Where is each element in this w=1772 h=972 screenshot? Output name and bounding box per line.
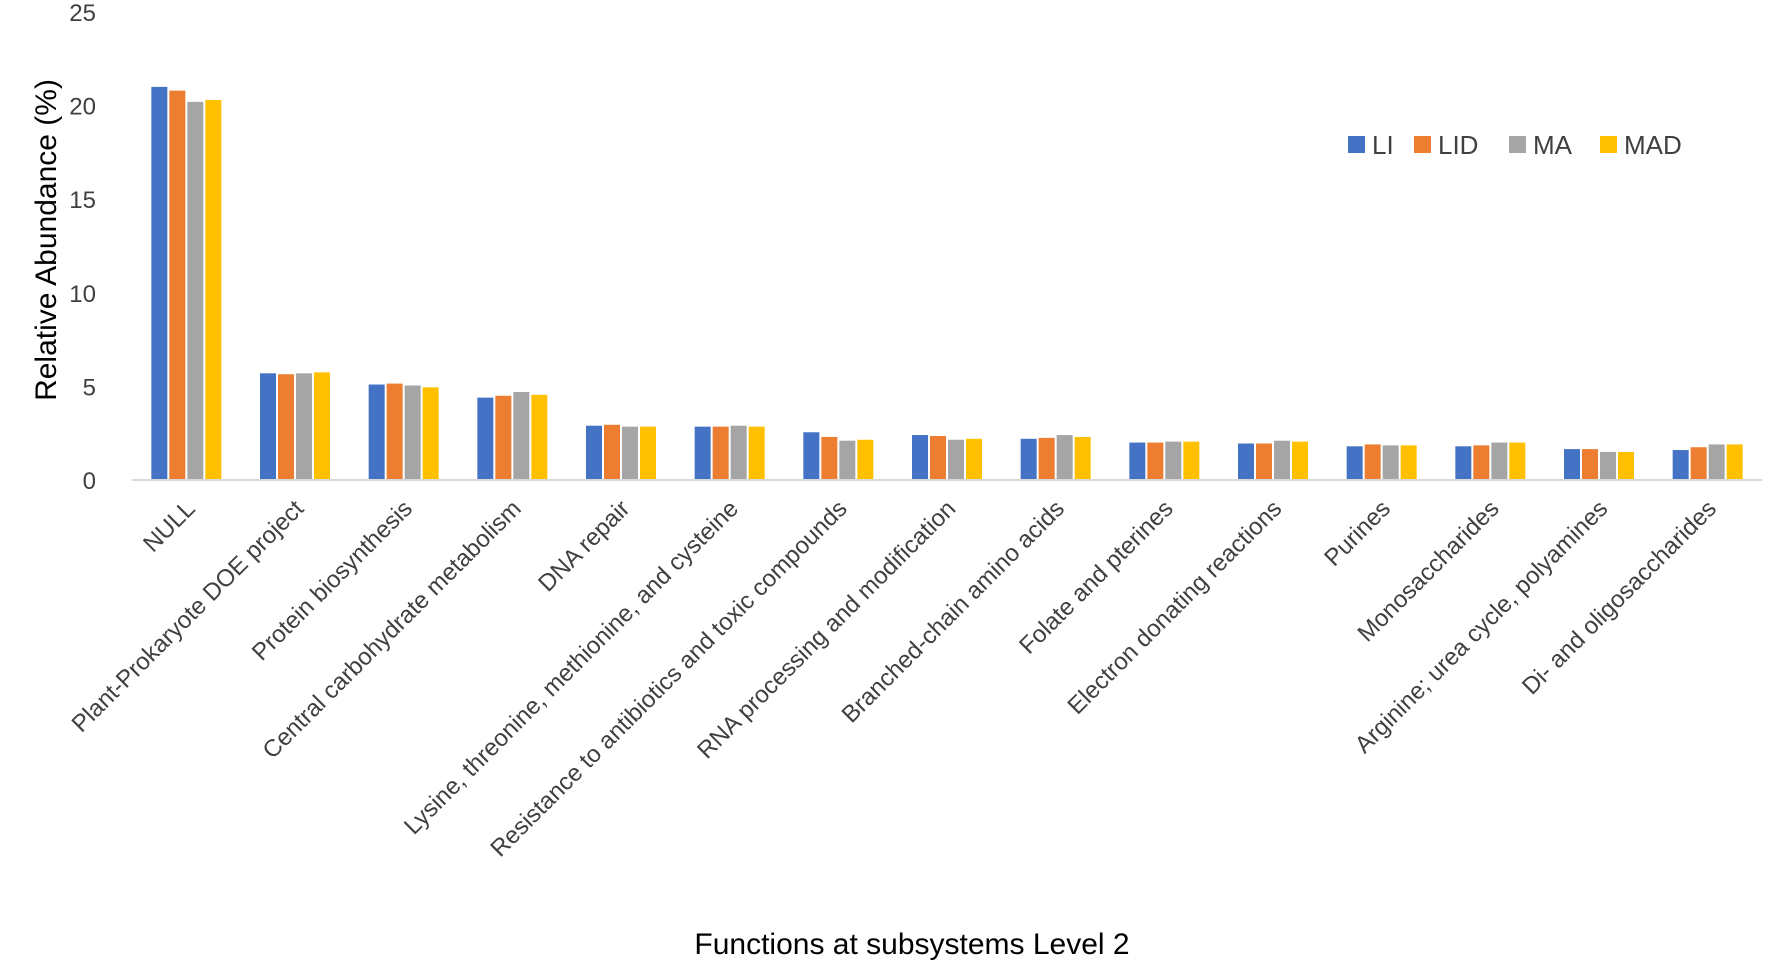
bar-ma-14 — [1708, 444, 1725, 480]
x-category-label: Plant-Prokaryote DOE project — [67, 495, 310, 738]
bar-ma-12 — [1491, 442, 1508, 480]
bar-lid-1 — [278, 374, 294, 480]
bar-mad-0 — [205, 99, 222, 480]
x-category-label: Di- and oligosaccharides — [1517, 495, 1722, 700]
bar-mad-11 — [1400, 445, 1417, 480]
bar-ma-10 — [1274, 440, 1290, 480]
bar-li-5 — [694, 426, 711, 480]
x-category-label: Electron donating reactions — [1062, 495, 1287, 720]
bar-lid-5 — [712, 426, 729, 480]
bar-mad-7 — [966, 438, 982, 480]
bar-lid-7 — [930, 436, 946, 480]
bar-li-14 — [1672, 450, 1689, 480]
y-tick-label: 25 — [69, 0, 96, 27]
legend-swatch-li — [1348, 136, 1365, 153]
bar-lid-0 — [169, 90, 186, 481]
bar-li-0 — [151, 86, 168, 480]
bar-lid-8 — [1038, 437, 1055, 480]
bar-lid-9 — [1147, 442, 1164, 480]
bar-lid-14 — [1690, 447, 1707, 480]
bar-li-12 — [1455, 446, 1472, 480]
legend-swatch-lid — [1414, 136, 1431, 153]
bar-li-7 — [912, 435, 928, 480]
bar-lid-11 — [1364, 444, 1381, 480]
bar-li-2 — [368, 384, 385, 480]
legend-swatch-ma — [1509, 136, 1526, 153]
bar-mad-1 — [314, 372, 330, 480]
bar-ma-2 — [404, 385, 421, 480]
bar-ma-1 — [296, 373, 312, 480]
bar-ma-11 — [1382, 445, 1399, 480]
bar-ma-9 — [1165, 441, 1182, 480]
y-tick-label: 15 — [69, 187, 96, 214]
bars — [151, 86, 1743, 481]
bar-li-11 — [1346, 446, 1363, 480]
bar-ma-3 — [513, 392, 530, 480]
y-tick-label: 10 — [69, 281, 96, 308]
x-category-label: Purines — [1319, 495, 1396, 572]
bar-mad-3 — [531, 394, 548, 480]
x-category-label: DNA repair — [533, 495, 635, 597]
legend: LI LID MA MAD — [1348, 130, 1682, 160]
bar-ma-4 — [622, 426, 638, 480]
bar-li-4 — [586, 425, 602, 480]
bar-ma-13 — [1600, 451, 1616, 480]
bar-mad-10 — [1292, 441, 1308, 480]
bar-li-3 — [477, 397, 494, 480]
bar-mad-8 — [1074, 436, 1091, 480]
legend-label-mad: MAD — [1624, 130, 1682, 160]
legend-swatch-mad — [1600, 136, 1617, 153]
bar-mad-4 — [640, 426, 656, 480]
x-category-label: NULL — [138, 495, 200, 557]
y-tick-label: 20 — [69, 94, 96, 121]
bar-ma-5 — [730, 425, 747, 480]
x-category-label: Branched-chain amino acids — [837, 495, 1070, 728]
bar-li-13 — [1564, 449, 1580, 480]
bar-mad-9 — [1183, 441, 1200, 480]
bar-lid-6 — [821, 436, 838, 480]
bar-mad-12 — [1509, 442, 1526, 480]
bar-li-10 — [1238, 443, 1254, 480]
bar-lid-13 — [1582, 449, 1598, 480]
legend-label-li: LI — [1372, 130, 1394, 160]
bar-lid-3 — [495, 395, 512, 480]
legend-label-ma: MA — [1533, 130, 1573, 160]
bar-ma-0 — [187, 101, 204, 480]
bar-lid-4 — [604, 424, 620, 480]
bar-mad-2 — [422, 387, 439, 480]
bar-ma-7 — [948, 439, 964, 480]
legend-label-lid: LID — [1438, 130, 1478, 160]
bar-mad-6 — [857, 439, 874, 480]
bar-ma-6 — [839, 440, 856, 480]
bar-li-1 — [260, 373, 276, 480]
bar-mad-13 — [1618, 451, 1634, 480]
bar-ma-8 — [1056, 435, 1073, 480]
bar-li-8 — [1020, 438, 1037, 480]
y-axis-ticks: 0 5 10 15 20 25 — [69, 0, 96, 495]
bar-li-6 — [803, 432, 820, 480]
bar-mad-14 — [1726, 444, 1743, 480]
bar-li-9 — [1129, 442, 1146, 480]
x-axis-title: Functions at subsystems Level 2 — [694, 928, 1129, 961]
y-axis-title: Relative Abundance (%) — [30, 79, 63, 401]
y-tick-label: 0 — [83, 468, 96, 495]
bar-lid-2 — [386, 383, 403, 480]
bar-mad-5 — [748, 426, 765, 480]
bar-lid-10 — [1256, 443, 1272, 480]
bar-lid-12 — [1473, 445, 1490, 480]
y-tick-label: 5 — [83, 374, 96, 401]
